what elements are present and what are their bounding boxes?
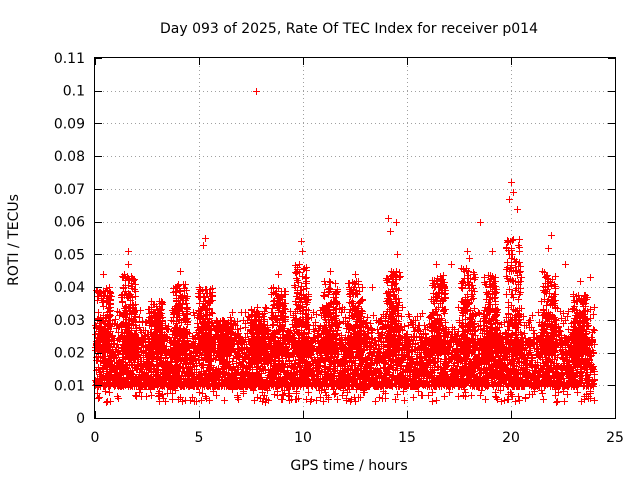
data-point <box>561 398 568 405</box>
data-point <box>179 398 186 405</box>
data-point <box>149 358 156 365</box>
data-point <box>155 393 162 400</box>
data-point <box>522 395 529 402</box>
data-point <box>188 370 195 377</box>
data-point <box>429 398 436 405</box>
data-point <box>367 343 374 350</box>
data-point <box>564 391 571 398</box>
data-point <box>196 389 203 396</box>
data-point <box>131 359 138 366</box>
data-point <box>372 398 379 405</box>
data-point <box>317 394 324 401</box>
data-point <box>555 389 562 396</box>
data-point <box>331 391 338 398</box>
data-point <box>95 395 102 402</box>
data-point <box>94 390 101 397</box>
data-point <box>516 397 523 404</box>
data-point <box>565 326 572 333</box>
data-point <box>410 394 417 401</box>
data-point <box>554 398 561 405</box>
data-point <box>429 389 436 396</box>
data-point <box>103 399 110 406</box>
data-point <box>172 387 179 394</box>
data-point <box>433 397 440 404</box>
data-point <box>169 396 176 403</box>
data-point <box>339 392 346 399</box>
data-point <box>97 369 104 376</box>
data-point <box>163 352 170 359</box>
data-point <box>108 358 115 365</box>
data-point <box>539 390 546 397</box>
data-point <box>119 358 126 365</box>
data-point <box>183 351 190 358</box>
data-point <box>425 392 432 399</box>
data-point <box>143 393 150 400</box>
data-point <box>109 332 116 339</box>
data-point <box>376 394 383 401</box>
data-point <box>305 389 312 396</box>
data-point <box>501 397 508 404</box>
data-point <box>540 396 547 403</box>
data-point <box>136 324 143 331</box>
data-point <box>136 389 143 396</box>
data-point <box>468 392 475 399</box>
data-point <box>156 398 163 405</box>
data-point <box>138 366 145 373</box>
data-point <box>221 397 228 404</box>
data-point <box>196 350 203 357</box>
data-point <box>334 396 341 403</box>
data-point <box>167 386 174 393</box>
data-point <box>142 350 149 357</box>
data-point <box>271 391 278 398</box>
data-point <box>477 392 484 399</box>
data-point <box>419 392 426 399</box>
data-point <box>446 389 453 396</box>
data-point <box>553 399 560 406</box>
data-point <box>560 388 567 395</box>
data-point <box>116 357 123 364</box>
data-point <box>133 392 140 399</box>
data-point <box>162 398 169 405</box>
data-point <box>176 363 183 370</box>
data-point <box>552 392 559 399</box>
data-point <box>163 343 170 350</box>
data-point <box>159 391 166 398</box>
data-point <box>169 390 176 397</box>
data-point <box>107 357 114 364</box>
data-point <box>148 392 155 399</box>
data-point <box>199 390 206 397</box>
data-point <box>115 395 122 402</box>
data-points <box>92 88 598 406</box>
data-point <box>107 398 114 405</box>
data-point <box>183 359 190 366</box>
data-point <box>198 397 205 404</box>
data-point <box>145 356 152 363</box>
data-point <box>401 397 408 404</box>
data-point <box>156 392 163 399</box>
data-point <box>106 389 113 396</box>
data-point <box>251 397 258 404</box>
data-point <box>102 388 109 395</box>
data-point <box>512 398 519 405</box>
data-point <box>482 396 489 403</box>
data-point <box>193 398 200 405</box>
data-point <box>441 393 448 400</box>
data-point <box>313 397 320 404</box>
data-point <box>189 394 196 401</box>
data-point <box>455 393 462 400</box>
data-point <box>213 392 220 399</box>
data-point <box>184 337 191 344</box>
data-point <box>177 394 184 401</box>
data-point <box>382 395 389 402</box>
data-point <box>254 394 261 401</box>
data-point <box>515 393 522 400</box>
data-point <box>96 394 103 401</box>
